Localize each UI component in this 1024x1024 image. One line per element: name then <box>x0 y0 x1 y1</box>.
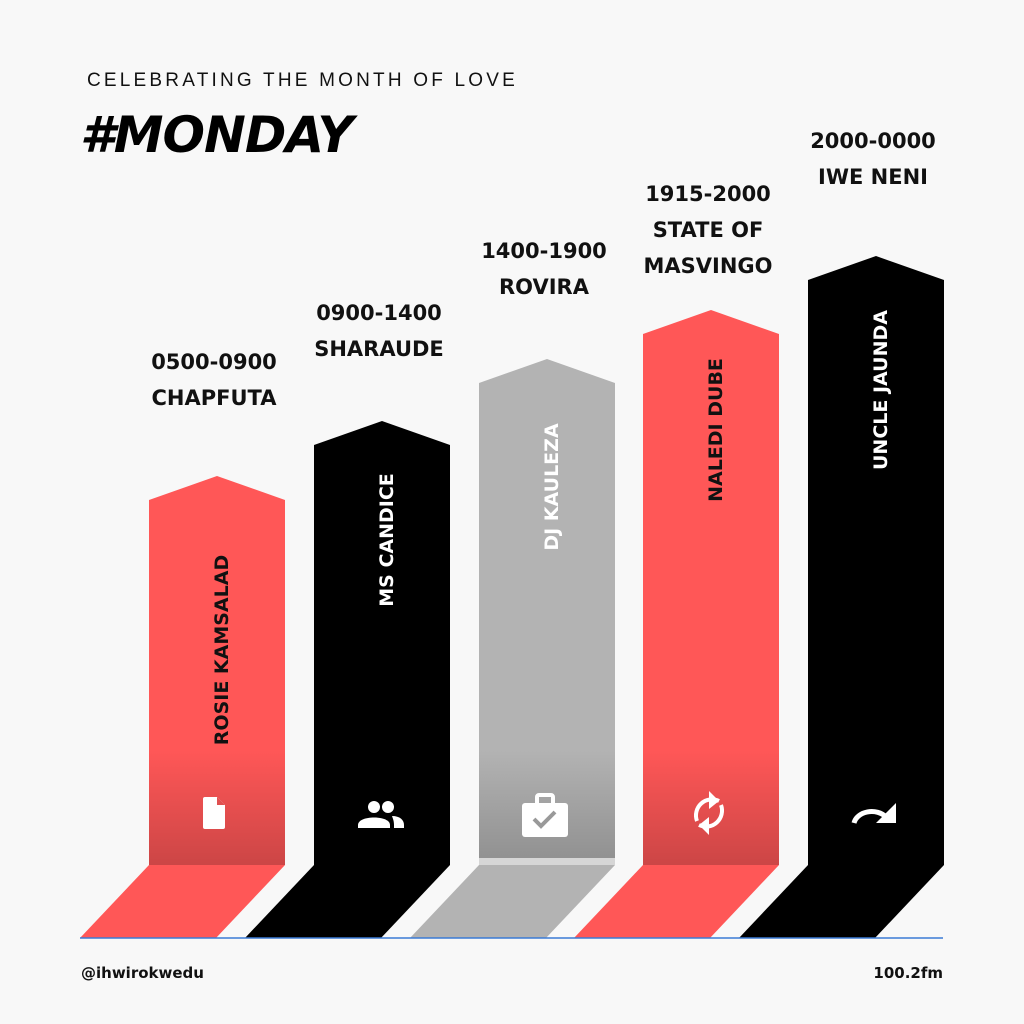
show-label: 2000-0000 IWE NENI <box>810 123 936 195</box>
presenter-name: ROSIE KAMSALAD <box>211 554 233 746</box>
presenter-name: NALEDI DUBE <box>705 358 727 502</box>
time-slot: 2000-0000 <box>810 129 936 153</box>
bar-column <box>643 310 779 865</box>
presenter-name: MS CANDICE <box>376 473 398 607</box>
bar-strip <box>479 858 615 865</box>
bar-column <box>479 359 615 865</box>
bar-3 <box>410 359 615 938</box>
bar-1 <box>80 476 285 938</box>
page-title: #MONDAY <box>80 106 354 164</box>
bar-floor <box>245 865 450 938</box>
bar-5 <box>739 256 944 938</box>
show-name: STATE OF MASVINGO <box>643 218 773 278</box>
show-label: 0500-0900 CHAPFUTA <box>151 344 277 416</box>
bar-column <box>808 256 944 865</box>
show-label: 0900-1400 SHARAUDE <box>314 295 444 367</box>
presenter-name: UNCLE JAUNDA <box>870 310 892 470</box>
show-name: SHARAUDE <box>314 337 444 361</box>
bar-shade <box>808 750 944 865</box>
sync-icon <box>693 791 725 835</box>
time-slot: 1400-1900 <box>481 239 607 263</box>
time-slot: 1915-2000 <box>645 182 771 206</box>
social-handle: @ihwirokwedu <box>81 964 204 982</box>
bar-shade <box>314 750 450 865</box>
bar-4 <box>574 310 779 938</box>
show-name: ROVIRA <box>499 275 589 299</box>
bar-floor <box>739 865 944 938</box>
redo-arrow-icon <box>851 803 896 824</box>
time-slot: 0900-1400 <box>316 301 442 325</box>
bar-shade <box>643 750 779 865</box>
bar-floor <box>80 865 285 938</box>
show-name: CHAPFUTA <box>151 386 277 410</box>
time-slot: 0500-0900 <box>151 350 277 374</box>
bar-2 <box>245 421 450 938</box>
station-frequency: 100.2fm <box>873 964 943 982</box>
people-icon <box>358 801 404 828</box>
briefcase-check-icon <box>522 793 568 837</box>
bar-floor <box>574 865 779 938</box>
show-name: IWE NENI <box>818 165 928 189</box>
show-label: 1915-2000 STATE OF MASVINGO <box>633 176 783 284</box>
show-label: 1400-1900 ROVIRA <box>481 233 607 305</box>
presenter-name: DJ KAULEZA <box>541 423 563 551</box>
subtitle: CELEBRATING THE MONTH OF LOVE <box>87 70 518 91</box>
bar-floor <box>410 865 615 938</box>
file-icon <box>203 797 225 829</box>
